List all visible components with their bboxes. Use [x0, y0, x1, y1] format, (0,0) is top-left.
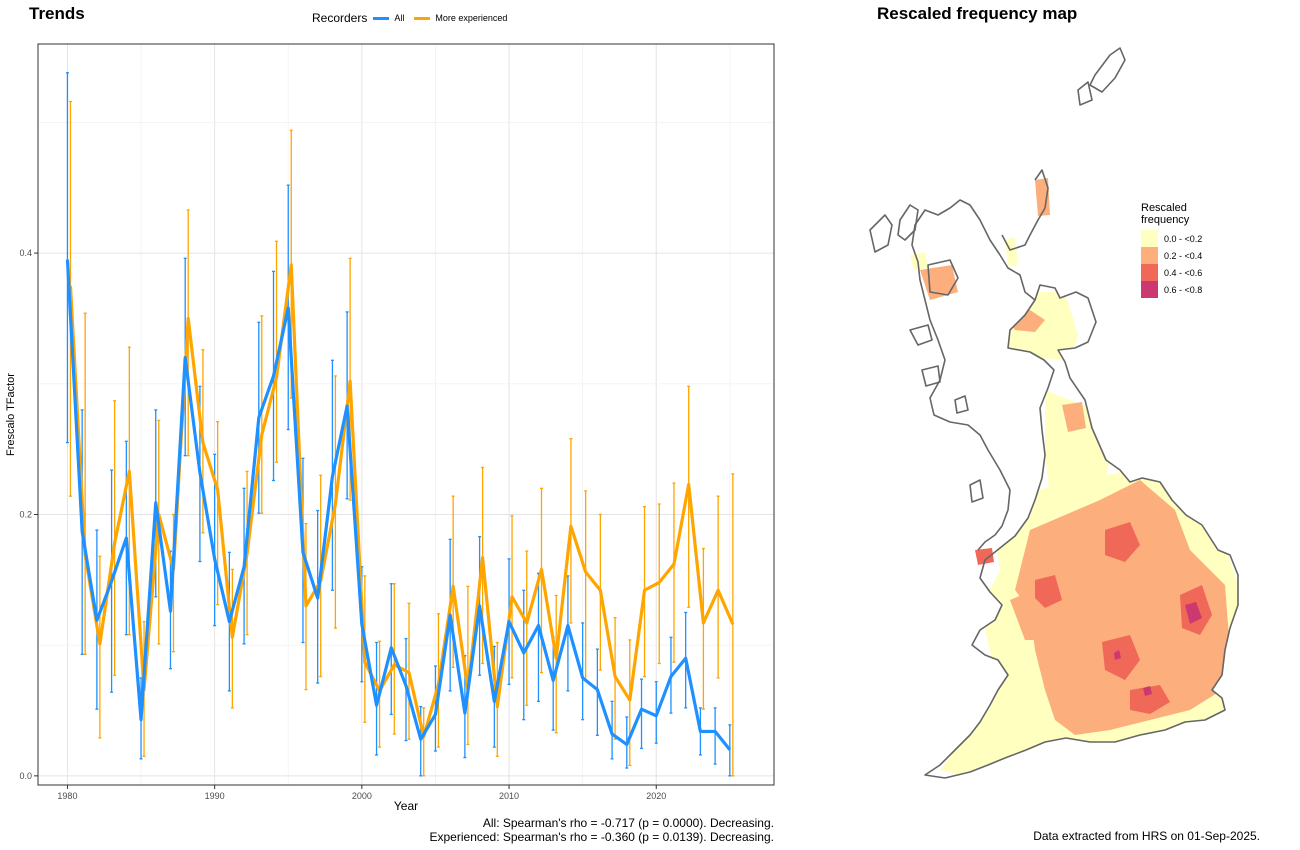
- coastline-shetland: [1077, 81, 1093, 106]
- rescaled-frequency-map: [869, 47, 1239, 779]
- map-legend: Rescaled frequency 0.0 - <0.2 0.2 - <0.4…: [1141, 202, 1202, 298]
- map-legend-row: 0.4 - <0.6: [1141, 264, 1202, 281]
- freq-area-anglesey: [975, 548, 994, 565]
- freq-area-top-1: [1185, 602, 1202, 624]
- map-legend-label: 0.4 - <0.6: [1164, 267, 1203, 278]
- map-legend-label: 0.2 - <0.4: [1164, 250, 1203, 261]
- stats-all: All: Spearman's rho = -0.717 (p = 0.0000…: [482, 816, 774, 830]
- plot-frame: [37, 43, 775, 786]
- map-legend-label: 0.6 - <0.8: [1164, 284, 1203, 295]
- coastline-hebrides: [897, 204, 919, 241]
- coastline-mull: [909, 324, 933, 346]
- freq-area-mid-main: [1015, 480, 1230, 735]
- y-tick-label: 0.2: [19, 509, 32, 519]
- chart-legend: Recorders All More experienced: [312, 11, 517, 25]
- trends-title: Trends: [29, 4, 85, 23]
- y-axis-label: Frescalo TFactor: [5, 373, 17, 456]
- x-tick-label: 1980: [57, 791, 77, 801]
- freq-area-top-2: [1143, 686, 1152, 696]
- coastline-mainland: [924, 284, 1239, 779]
- legend-title: Recorders: [312, 11, 368, 25]
- coastline: [869, 47, 1239, 779]
- coastline-orkney: [1089, 47, 1126, 93]
- series-lines-layer: [65, 259, 735, 751]
- freq-area-high-2: [1035, 575, 1062, 608]
- map-title: Rescaled frequency map: [877, 4, 1078, 23]
- x-axis-label: Year: [394, 799, 418, 813]
- freq-area-high-6: [1168, 470, 1188, 490]
- coastline-man: [969, 479, 984, 503]
- x-tick-label: 1990: [205, 791, 225, 801]
- y-tick-label: 0.4: [19, 248, 32, 258]
- legend-item-all: All: [373, 13, 404, 23]
- coastline-northeast: [1001, 169, 1049, 251]
- map-legend-title-line1: Rescaled: [1141, 202, 1187, 214]
- coastline-highlands: [911, 199, 1036, 551]
- coastline-islay: [921, 365, 941, 387]
- map-legend-swatch: [1141, 264, 1158, 281]
- map-legend-title-line2: frequency: [1141, 214, 1190, 226]
- freq-area-high-5: [1130, 685, 1170, 714]
- map-legend-title: Rescaled frequency: [1141, 202, 1202, 226]
- coastline-lewis: [869, 214, 893, 253]
- series-line-experienced: [68, 263, 735, 739]
- freq-area-north-coast: [1035, 178, 1050, 216]
- x-tick-label: 2010: [499, 791, 519, 801]
- freq-area-west-coast: [1005, 237, 1018, 266]
- map-legend-swatch: [1141, 230, 1158, 247]
- freq-area-top-3: [1114, 650, 1121, 660]
- freq-area-mid-borders: [1062, 402, 1086, 432]
- x-tick-label: 2000: [352, 791, 372, 801]
- data-source-note: Data extracted from HRS on 01-Sep-2025.: [1033, 829, 1260, 843]
- legend-label-all: All: [394, 13, 405, 23]
- freq-area-hebrides-low: [910, 252, 928, 270]
- trend-chart: 1980 1990 2000 2010 2020 0.0 0.2 0.4 Year Fresc…: [5, 43, 775, 813]
- map-legend-row: 0.0 - <0.2: [1141, 230, 1202, 247]
- map-legend-swatch: [1141, 281, 1158, 298]
- legend-swatch-all: [373, 16, 390, 20]
- map-legend-row: 0.6 - <0.8: [1141, 281, 1202, 298]
- tick-layer: 1980 1990 2000 2010 2020 0.0 0.2 0.4: [19, 248, 666, 801]
- spearman-stats: All: Spearman's rho = -0.717 (p = 0.0000…: [430, 816, 775, 844]
- legend-label-experienced: More experienced: [435, 13, 508, 23]
- x-tick-label: 2020: [646, 791, 666, 801]
- coastline-arran: [954, 395, 969, 414]
- map-legend-label: 0.0 - <0.2: [1164, 233, 1203, 244]
- coastline-skye: [927, 259, 959, 296]
- series-line-all: [65, 259, 732, 751]
- freq-area-skye: [920, 265, 958, 300]
- freq-area-high-3: [1102, 635, 1140, 680]
- stats-experienced: Experienced: Spearman's rho = -0.360 (p …: [429, 830, 775, 844]
- freq-area-high-1: [1105, 522, 1140, 562]
- legend-swatch-experienced: [414, 16, 431, 20]
- legend-item-experienced: More experienced: [414, 13, 507, 23]
- y-tick-label: 0.0: [19, 771, 32, 781]
- frequency-surface: [940, 292, 1238, 775]
- map-legend-swatch: [1141, 247, 1158, 264]
- map-legend-row: 0.2 - <0.4: [1141, 247, 1202, 264]
